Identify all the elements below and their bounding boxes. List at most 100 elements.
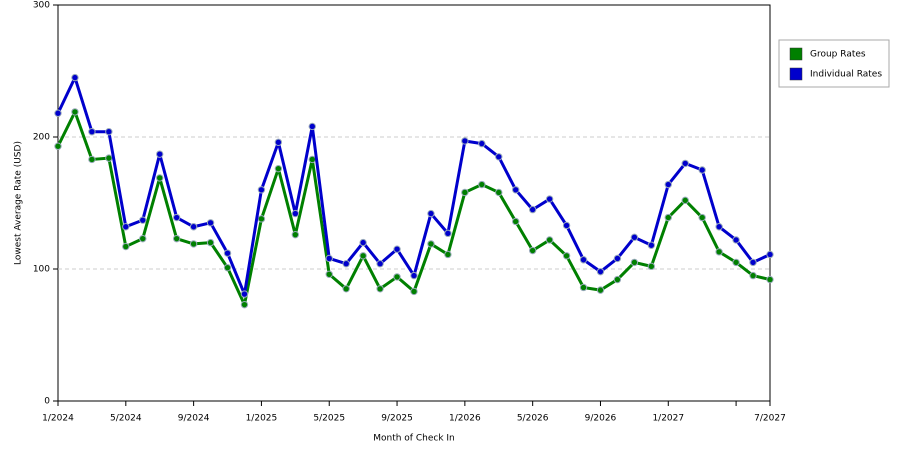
data-point bbox=[54, 142, 62, 150]
data-point bbox=[139, 234, 147, 243]
x-tick-label: 9/2026 bbox=[585, 414, 617, 424]
data-point bbox=[410, 271, 418, 280]
data-point bbox=[105, 154, 113, 162]
x-tick-label: 1/2024 bbox=[42, 414, 74, 424]
legend-swatch bbox=[789, 67, 803, 81]
data-point bbox=[512, 217, 520, 226]
legend-label: Group Rates bbox=[810, 50, 866, 60]
y-axis-title: Lowest Average Rate (USD) bbox=[14, 141, 24, 265]
data-point bbox=[444, 250, 452, 259]
x-tick-label: 1/2026 bbox=[449, 414, 481, 424]
data-point bbox=[647, 241, 656, 249]
data-point bbox=[732, 236, 740, 244]
y-tick-label: 100 bbox=[33, 265, 50, 275]
data-point bbox=[461, 188, 469, 197]
data-point bbox=[732, 258, 740, 267]
data-point bbox=[698, 213, 706, 222]
data-point bbox=[156, 150, 164, 158]
data-point bbox=[325, 270, 333, 278]
data-point bbox=[749, 271, 757, 280]
data-point bbox=[308, 122, 316, 131]
data-point bbox=[478, 139, 486, 148]
data-point bbox=[240, 300, 249, 309]
data-point bbox=[274, 164, 283, 173]
x-tick-label: 5/2025 bbox=[313, 414, 345, 424]
data-point bbox=[206, 219, 215, 227]
data-point bbox=[342, 285, 350, 293]
data-point bbox=[427, 209, 435, 218]
data-point bbox=[172, 234, 181, 243]
x-tick-label: 9/2024 bbox=[178, 414, 210, 424]
data-point bbox=[512, 186, 520, 194]
data-point bbox=[71, 108, 79, 116]
data-point bbox=[495, 153, 503, 161]
data-point bbox=[681, 196, 689, 205]
x-tick-label: 9/2025 bbox=[381, 414, 413, 424]
data-point bbox=[308, 155, 316, 164]
data-point bbox=[681, 159, 689, 168]
data-point bbox=[189, 223, 198, 231]
x-tick-label: 5/2024 bbox=[110, 414, 142, 424]
data-point bbox=[223, 249, 232, 257]
x-tick-label: 5/2026 bbox=[517, 414, 549, 424]
y-tick-label: 200 bbox=[33, 133, 50, 143]
data-point bbox=[545, 236, 554, 244]
data-point bbox=[596, 286, 605, 294]
data-point bbox=[579, 256, 588, 264]
data-point bbox=[274, 138, 283, 146]
data-point bbox=[223, 263, 232, 272]
data-point bbox=[172, 213, 181, 222]
x-tick-label: 1/2025 bbox=[246, 414, 278, 424]
data-point bbox=[206, 238, 215, 247]
data-point bbox=[715, 223, 723, 231]
data-point bbox=[630, 233, 639, 242]
x-tick-label: 1/2027 bbox=[652, 414, 684, 424]
data-point bbox=[562, 221, 571, 230]
data-point bbox=[325, 254, 333, 263]
data-point bbox=[461, 137, 469, 145]
data-point bbox=[630, 258, 639, 267]
data-point bbox=[240, 290, 249, 298]
data-point bbox=[495, 188, 503, 197]
data-point bbox=[749, 258, 757, 267]
data-point bbox=[427, 240, 435, 248]
data-point bbox=[359, 252, 367, 260]
data-point bbox=[122, 242, 130, 251]
legend-label: Individual Rates bbox=[810, 70, 882, 80]
y-tick-label: 300 bbox=[33, 1, 50, 11]
data-point bbox=[122, 223, 130, 231]
data-point bbox=[613, 254, 622, 263]
data-point bbox=[613, 275, 622, 284]
x-axis-title: Month of Check In bbox=[373, 434, 455, 444]
data-point bbox=[359, 238, 367, 247]
legend-swatch bbox=[789, 47, 803, 61]
data-point bbox=[257, 186, 266, 194]
data-point bbox=[664, 213, 672, 222]
data-point bbox=[528, 246, 537, 255]
data-point bbox=[766, 275, 774, 284]
data-point bbox=[342, 260, 350, 268]
data-point bbox=[156, 174, 164, 182]
data-point bbox=[88, 155, 96, 164]
data-point bbox=[376, 285, 384, 293]
data-point bbox=[766, 250, 774, 259]
data-point bbox=[698, 166, 706, 174]
data-point bbox=[410, 287, 418, 296]
data-point bbox=[139, 216, 147, 224]
data-point bbox=[71, 73, 79, 82]
data-point bbox=[88, 128, 96, 136]
data-point bbox=[291, 209, 300, 218]
data-point bbox=[596, 267, 605, 276]
data-point bbox=[376, 260, 384, 268]
data-point bbox=[105, 128, 113, 136]
data-point bbox=[579, 283, 588, 292]
data-point bbox=[189, 240, 198, 248]
data-point bbox=[478, 180, 486, 189]
data-point bbox=[528, 205, 537, 214]
data-point bbox=[257, 215, 266, 223]
data-point bbox=[393, 273, 401, 281]
data-point bbox=[715, 248, 723, 256]
data-point bbox=[562, 252, 571, 260]
